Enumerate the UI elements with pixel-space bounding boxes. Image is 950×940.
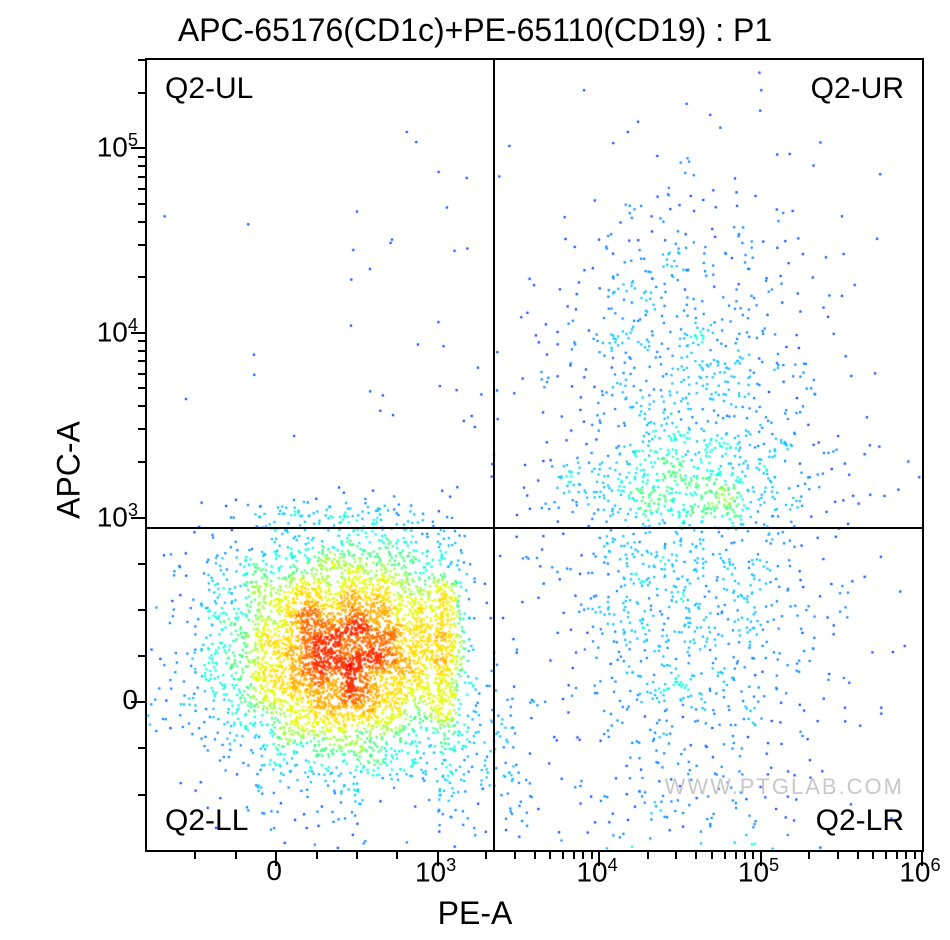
x-tick-label: 0 [266,855,282,887]
x-axis-label: PE-A [438,895,513,932]
quadrant-label-ll: Q2-LL [165,804,248,838]
x-tick-label: 104 [576,855,617,888]
flow-cytometry-chart: APC-65176(CD1c)+PE-65110(CD19) : P1 APC-… [0,0,950,940]
x-tick-label: 105 [738,855,779,888]
y-tick-label: 103 [97,500,138,533]
x-tick-label: 103 [415,855,456,888]
quadrant-horizontal-line [147,527,922,529]
quadrant-label-lr: Q2-LR [816,804,904,838]
x-tick-label: 106 [899,855,940,888]
y-tick-label: 104 [97,315,138,348]
scatter-canvas [147,60,922,850]
y-axis-label: APC-A [50,421,87,519]
chart-title: APC-65176(CD1c)+PE-65110(CD19) : P1 [0,12,950,49]
quadrant-vertical-line [493,60,495,850]
y-tick-label: 0 [122,684,138,716]
quadrant-label-ur: Q2-UR [811,72,904,106]
y-tick-label: 105 [97,130,138,163]
plot-area: Q2-UL Q2-UR Q2-LL Q2-LR WWW.PTGLAB.COM [145,58,924,852]
watermark: WWW.PTGLAB.COM [665,774,904,800]
quadrant-label-ul: Q2-UL [165,72,253,106]
